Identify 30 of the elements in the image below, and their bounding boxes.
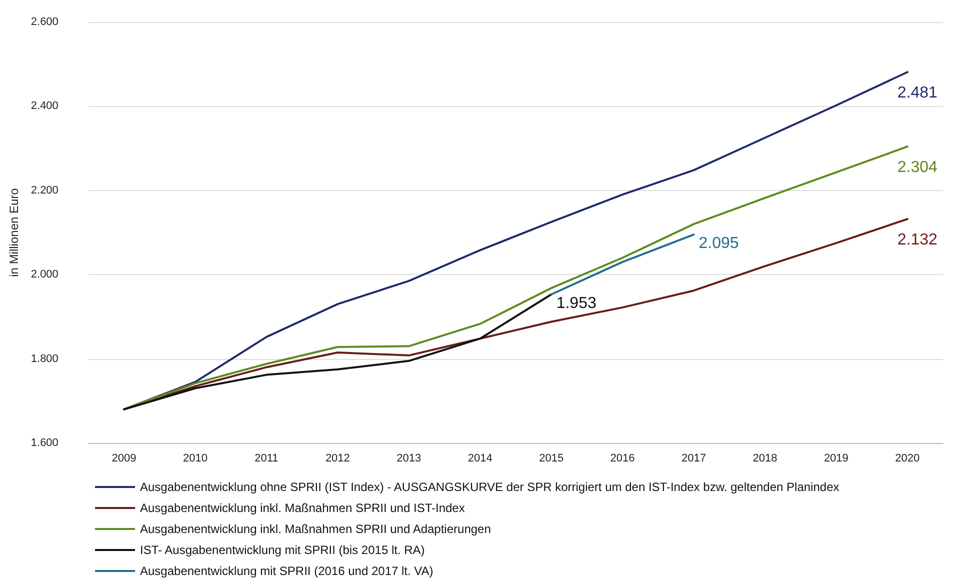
data-label: 2.304: [897, 159, 938, 176]
x-tick-label: 2010: [183, 452, 208, 464]
legend-label: Ausgabenentwicklung inkl. Maßnahmen SPRII und IST-Index: [140, 501, 465, 515]
x-tick-label: 2015: [539, 452, 564, 464]
x-tick-label: 2012: [325, 452, 350, 464]
legend-label: Ausgabenentwicklung inkl. Maßnahmen SPRII und Adaptierungen: [140, 522, 491, 536]
y-tick-label: 1.600: [30, 437, 58, 449]
y-axis-title: in Millionen Euro: [7, 188, 21, 277]
x-tick-label: 2020: [895, 452, 920, 464]
legend-label: IST- Ausgabenentwicklung mit SPRII (bis 2015 lt. RA): [140, 543, 425, 557]
y-tick-label: 1.800: [30, 352, 58, 365]
x-tick-label: 2019: [824, 452, 848, 464]
data-label: 2.132: [897, 232, 938, 249]
legend-label: Ausgabenentwicklung ohne SPRII (IST Index) - AUSGANGSKURVE der SPR korrigiert um den IST-Index bzw. geltenden Planindex: [140, 480, 840, 494]
x-tick-label: 2011: [254, 452, 278, 464]
y-tick-label: 2.000: [30, 268, 58, 281]
y-tick-label: 2.200: [30, 184, 58, 196]
data-label: 1.953: [556, 294, 596, 312]
x-tick-label: 2009: [112, 452, 136, 464]
data-label: 2.095: [698, 235, 739, 252]
x-tick-label: 2014: [468, 452, 492, 464]
x-tick-label: 2016: [610, 452, 635, 464]
data-label: 2.481: [897, 84, 938, 102]
line-series: [123, 293, 552, 410]
legend-label: Ausgabenentwicklung mit SPRII (2016 und 2017 lt. VA): [140, 564, 434, 578]
x-tick-label: 2013: [396, 452, 422, 464]
y-tick-label: 2.600: [30, 16, 58, 28]
y-tick-label: 2.400: [30, 100, 58, 112]
x-tick-label: 2017: [682, 452, 706, 464]
x-tick-label: 2018: [752, 452, 778, 464]
